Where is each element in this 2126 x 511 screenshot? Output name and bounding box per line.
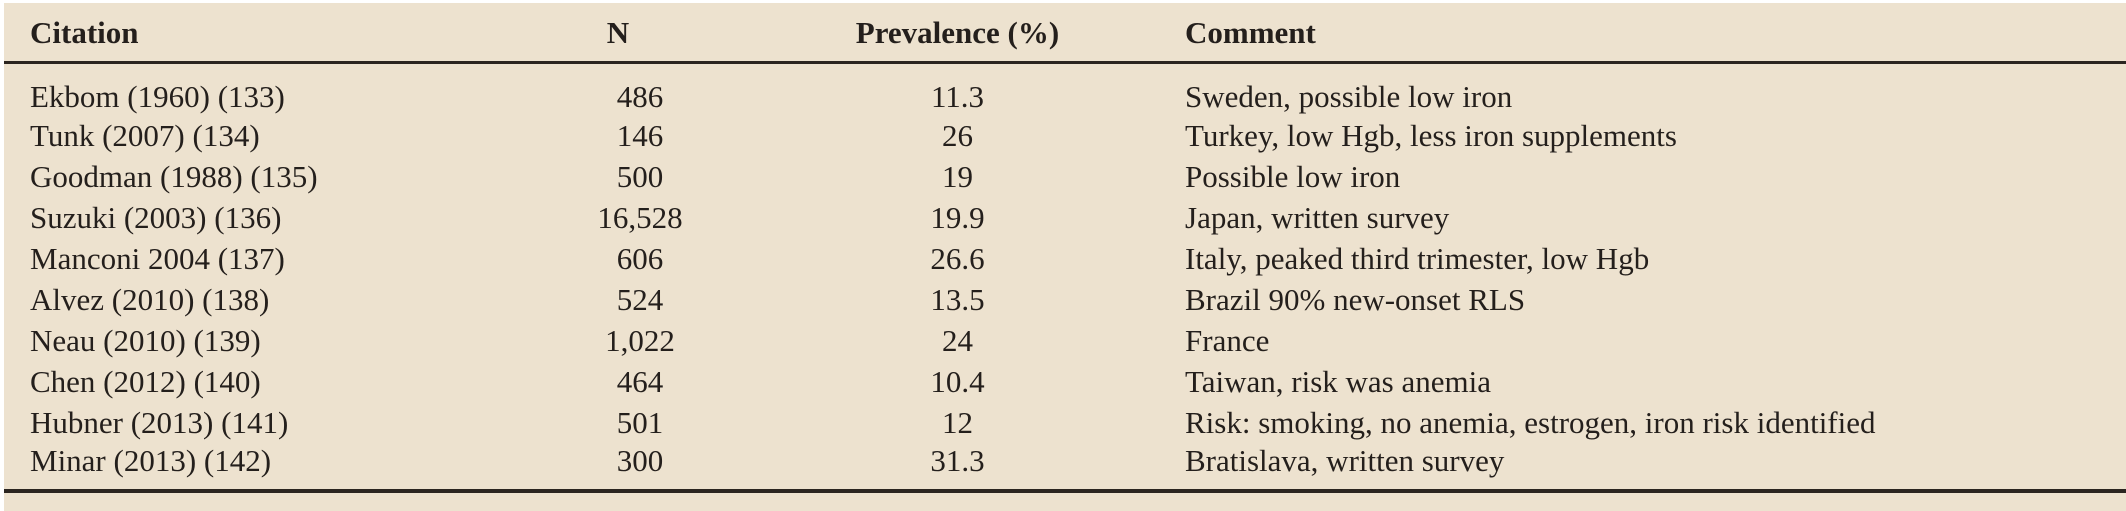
column-header-citation: Citation: [4, 3, 450, 64]
citation-cell: Chen (2012) (140): [30, 363, 261, 399]
table-row: Manconi 2004 (137) 606 26.6 Italy, peaked t…: [4, 238, 2126, 279]
prevalence-cell: 13.5: [930, 281, 985, 317]
column-header-comment: Comment: [1085, 3, 2126, 64]
citation-cell: Ekbom (1960) (133): [30, 79, 285, 114]
prevalence-cell: 19.9: [930, 199, 985, 235]
table-row: Chen (2012) (140) 464 10.4 Taiwan, risk was…: [4, 361, 2126, 402]
header-row: Citation N Prevalence (%) Comment: [4, 3, 2126, 64]
prevalence-cell: 31.3: [930, 443, 985, 478]
column-header-prevalence: Prevalence (%): [830, 3, 1085, 64]
citation-cell: Goodman (1988) (135): [30, 158, 318, 194]
n-cell: 500: [616, 158, 664, 194]
n-cell: 146: [616, 117, 664, 153]
n-cell: 486: [616, 79, 664, 114]
table-row: Neau (2010) (139) 1,022 24 France: [4, 320, 2126, 361]
table-row: Tunk (2007) (134) 146 26 Turkey, low Hgb, l…: [4, 115, 2126, 156]
comment-cell: Bratislava, written survey: [1185, 443, 1505, 478]
table-header: Citation N Prevalence (%) Comment: [4, 3, 2126, 64]
citation-cell: Alvez (2010) (138): [30, 281, 270, 317]
comment-cell: France: [1185, 322, 1270, 358]
n-cell: 464: [616, 363, 664, 399]
n-cell: 606: [616, 240, 664, 276]
comment-cell: Turkey, low Hgb, less iron supplements: [1185, 117, 1677, 153]
table-body: Ekbom (1960) (133) 486 11.3 Sweden, possibl…: [4, 63, 2126, 492]
citation-cell: Suzuki (2003) (136): [30, 199, 282, 235]
citation-cell: Tunk (2007) (134): [30, 117, 260, 153]
table-row: Suzuki (2003) (136) 16,528 19.9 Japan, writ…: [4, 197, 2126, 238]
n-cell: 1,022: [605, 322, 675, 358]
comment-cell: Brazil 90% new-onset RLS: [1185, 281, 1526, 317]
prevalence-cell: 26.6: [930, 240, 985, 276]
table-row: Goodman (1988) (135) 500 19 Possible low ir…: [4, 156, 2126, 197]
column-header-n: N: [450, 3, 830, 64]
n-cell: 300: [616, 443, 664, 478]
prevalence-cell: 11.3: [930, 79, 985, 114]
table-row: Minar (2013) (142) 300 31.3 Bratislava, wri…: [4, 443, 2126, 491]
table-page-panel: Citation N Prevalence (%) Comment Ekbom …: [4, 3, 2126, 511]
citation-cell: Minar (2013) (142): [30, 443, 272, 478]
prevalence-cell: 10.4: [930, 363, 985, 399]
citation-cell: Manconi 2004 (137): [30, 240, 285, 276]
citation-cell: Neau (2010) (139): [30, 322, 261, 358]
comment-cell: Japan, written survey: [1185, 199, 1450, 235]
prevalence-cell: 19: [942, 158, 973, 194]
comment-cell: Sweden, possible low iron: [1185, 79, 1513, 114]
prevalence-cell: 24: [942, 322, 973, 358]
citation-cell: Hubner (2013) (141): [30, 404, 289, 440]
comment-cell: Taiwan, risk was anemia: [1185, 363, 1492, 399]
table-row: Hubner (2013) (141) 501 12 Risk: smoking, n…: [4, 402, 2126, 443]
n-cell: 524: [616, 281, 664, 317]
comment-cell: Risk: smoking, no anemia, estrogen, iron…: [1185, 404, 1876, 440]
comment-cell: Italy, peaked third trimester, low Hgb: [1185, 240, 1650, 276]
table-row: Ekbom (1960) (133) 486 11.3 Sweden, possibl…: [4, 63, 2126, 116]
n-cell: 501: [616, 404, 664, 440]
comment-cell: Possible low iron: [1185, 158, 1401, 194]
table-row: Alvez (2010) (138) 524 13.5 Brazil 90% new-…: [4, 279, 2126, 320]
prevalence-cell: 12: [942, 404, 973, 440]
n-cell: 16,528: [597, 199, 683, 235]
prevalence-studies-table: Citation N Prevalence (%) Comment Ekbom …: [4, 3, 2126, 493]
prevalence-cell: 26: [942, 117, 973, 153]
